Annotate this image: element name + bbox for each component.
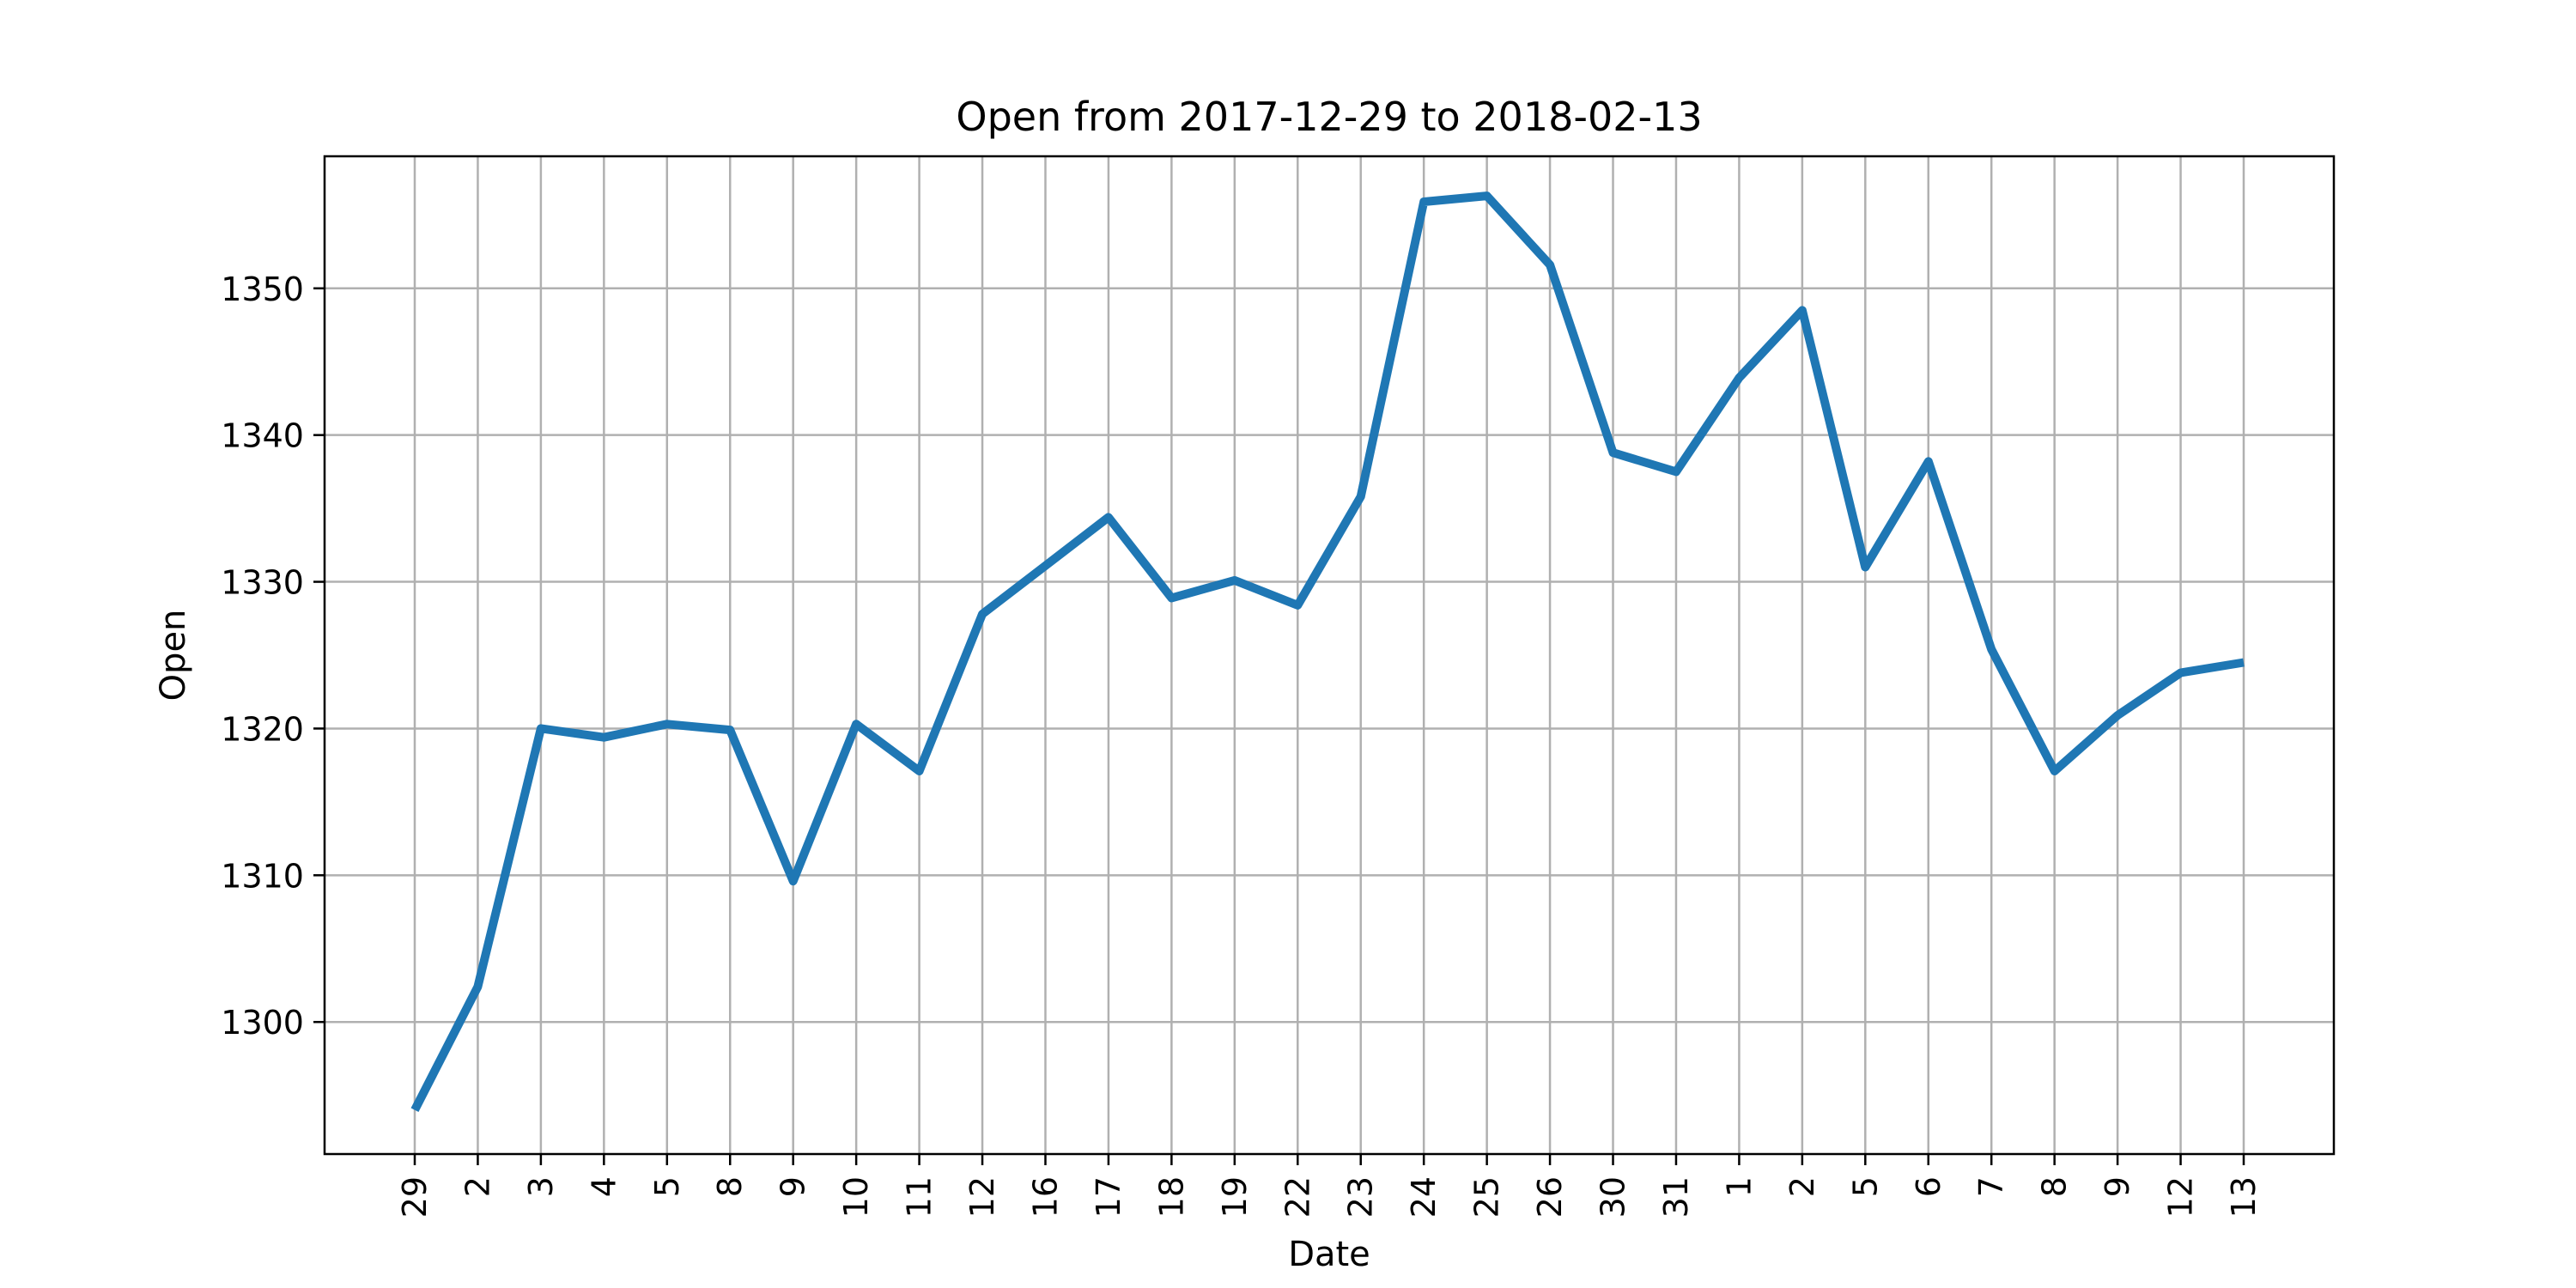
x-tick-label: 29 bbox=[396, 1176, 434, 1218]
x-tick-label: 19 bbox=[1216, 1176, 1254, 1218]
x-tick-label: 23 bbox=[1342, 1176, 1380, 1218]
y-axis-label: Open bbox=[154, 610, 193, 702]
y-tick-label: 1330 bbox=[221, 564, 304, 602]
y-tick-label: 1340 bbox=[221, 417, 304, 455]
x-tick-label: 17 bbox=[1090, 1176, 1127, 1218]
x-tick-label: 13 bbox=[2225, 1176, 2263, 1218]
x-tick-label: 5 bbox=[648, 1176, 686, 1197]
x-axis-label: Date bbox=[1288, 1235, 1370, 1274]
x-tick-label: 18 bbox=[1152, 1176, 1190, 1218]
x-tick-label: 2 bbox=[459, 1176, 496, 1197]
series-line bbox=[410, 191, 2245, 1112]
x-tick-label: 8 bbox=[711, 1176, 749, 1197]
x-tick-label: 5 bbox=[1846, 1176, 1884, 1197]
y-tick-label: 1300 bbox=[221, 1004, 304, 1042]
x-tick-label: 6 bbox=[1910, 1176, 1947, 1197]
y-tick-label: 1310 bbox=[221, 857, 304, 895]
y-tick-label: 1350 bbox=[221, 270, 304, 308]
chart-title: Open from 2017-12-29 to 2018-02-13 bbox=[956, 94, 1702, 140]
x-tick-label: 12 bbox=[2162, 1176, 2200, 1218]
x-axis-ticks: 29 2 3 4 5 8 9 10 11 12 16 17 18 19 22 23 24 25 26 30 31 1 2 5 6… bbox=[396, 1154, 2263, 1218]
x-tick-label: 24 bbox=[1405, 1176, 1443, 1218]
x-tick-label: 1 bbox=[1720, 1176, 1758, 1197]
x-tick-label: 9 bbox=[2099, 1176, 2136, 1197]
x-tick-label: 25 bbox=[1468, 1176, 1506, 1218]
x-tick-label: 11 bbox=[901, 1176, 939, 1218]
x-tick-label: 2 bbox=[1783, 1176, 1821, 1197]
x-tick-label: 9 bbox=[775, 1176, 812, 1197]
y-tick-label: 1320 bbox=[221, 710, 304, 748]
grid-lines bbox=[325, 156, 2334, 1154]
x-tick-label: 10 bbox=[837, 1176, 875, 1218]
x-tick-label: 7 bbox=[1972, 1176, 2010, 1197]
plot-frame bbox=[323, 155, 2336, 1156]
x-tick-label: 4 bbox=[585, 1176, 623, 1197]
series-layer bbox=[410, 191, 2245, 1112]
x-tick-label: 3 bbox=[522, 1176, 560, 1197]
y-axis-ticks: 1300 1310 1320 1330 1340 1350 bbox=[221, 270, 325, 1042]
x-tick-label: 12 bbox=[963, 1176, 1001, 1218]
x-tick-label: 31 bbox=[1657, 1176, 1695, 1218]
x-tick-label: 8 bbox=[2036, 1176, 2074, 1197]
x-tick-label: 30 bbox=[1595, 1176, 1632, 1218]
x-tick-label: 16 bbox=[1026, 1176, 1064, 1218]
x-tick-label: 22 bbox=[1279, 1176, 1316, 1218]
x-tick-label: 26 bbox=[1531, 1176, 1569, 1218]
